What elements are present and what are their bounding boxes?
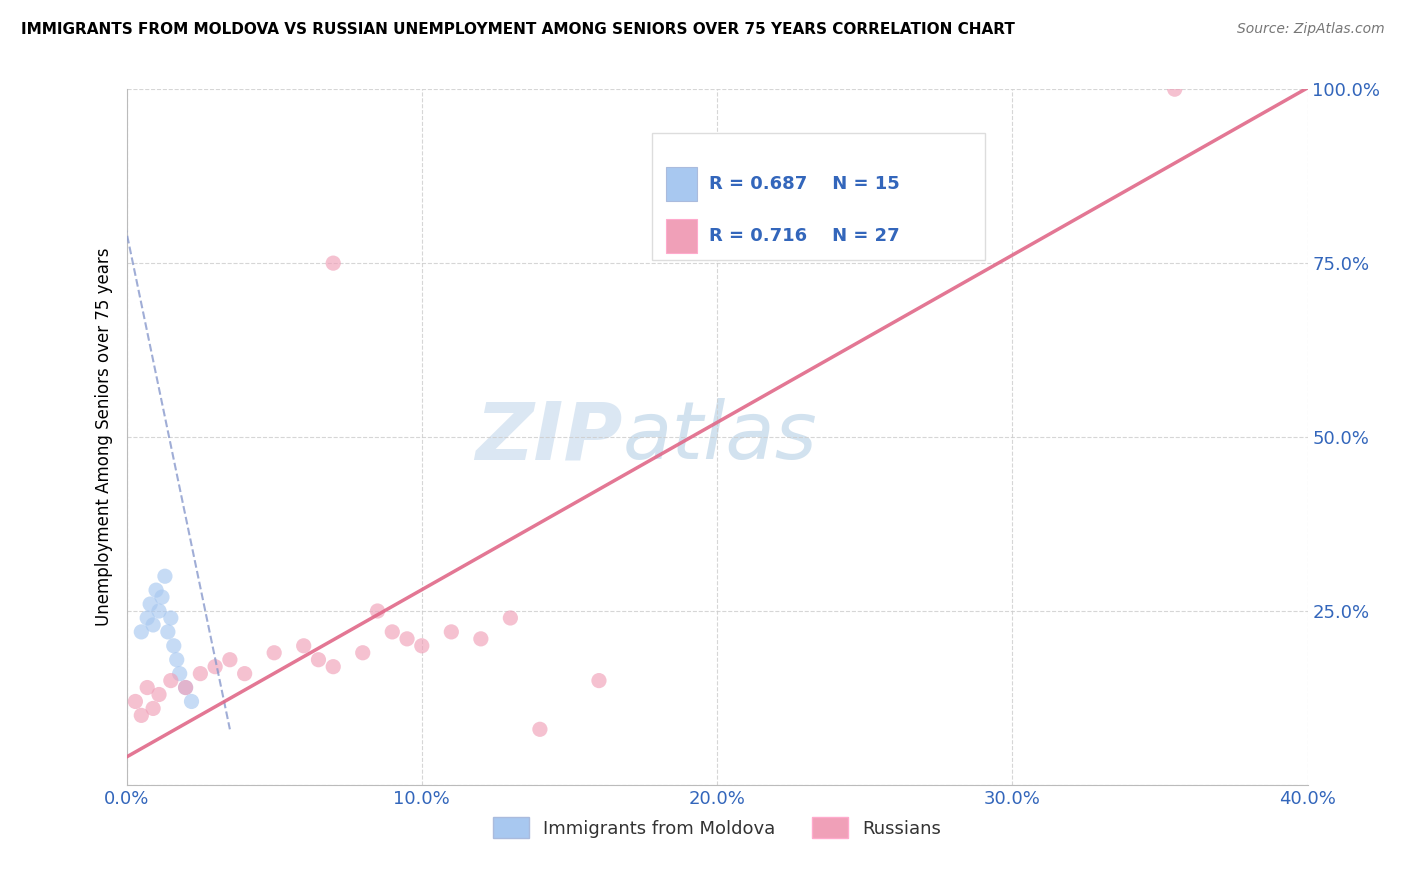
- Point: [136, 681, 159, 695]
- Point: [174, 681, 197, 695]
- Point: [180, 694, 202, 708]
- Point: [124, 694, 146, 708]
- Y-axis label: Unemployment Among Seniors over 75 years: Unemployment Among Seniors over 75 years: [94, 248, 112, 626]
- Point: [150, 590, 173, 604]
- Point: [588, 673, 610, 688]
- Point: [142, 618, 165, 632]
- Point: [145, 583, 167, 598]
- Point: [499, 611, 522, 625]
- Point: [367, 604, 389, 618]
- Point: [440, 624, 463, 639]
- Text: R = 0.687    N = 15: R = 0.687 N = 15: [709, 175, 900, 193]
- Point: [292, 639, 315, 653]
- Point: [529, 723, 551, 737]
- Point: [163, 639, 186, 653]
- Point: [148, 604, 170, 618]
- Point: [322, 256, 344, 270]
- Point: [136, 611, 159, 625]
- Point: [233, 666, 256, 681]
- Point: [160, 611, 183, 625]
- Point: [308, 653, 330, 667]
- Point: [411, 639, 433, 653]
- Point: [219, 653, 242, 667]
- Point: [352, 646, 374, 660]
- Point: [1164, 82, 1187, 96]
- Point: [470, 632, 492, 646]
- Legend: Immigrants from Moldova, Russians: Immigrants from Moldova, Russians: [485, 810, 949, 846]
- Point: [156, 624, 179, 639]
- Text: Source: ZipAtlas.com: Source: ZipAtlas.com: [1237, 22, 1385, 37]
- Point: [129, 624, 153, 639]
- Text: atlas: atlas: [623, 398, 817, 476]
- Text: R = 0.716    N = 27: R = 0.716 N = 27: [709, 227, 900, 245]
- Point: [166, 653, 188, 667]
- Text: IMMIGRANTS FROM MOLDOVA VS RUSSIAN UNEMPLOYMENT AMONG SENIORS OVER 75 YEARS CORR: IMMIGRANTS FROM MOLDOVA VS RUSSIAN UNEMP…: [21, 22, 1015, 37]
- Point: [153, 569, 176, 583]
- Point: [381, 624, 404, 639]
- Point: [322, 659, 344, 673]
- Point: [188, 666, 212, 681]
- Text: ZIP: ZIP: [475, 398, 623, 476]
- Point: [204, 659, 226, 673]
- Point: [139, 597, 162, 611]
- Point: [129, 708, 153, 723]
- Point: [174, 681, 197, 695]
- Point: [160, 673, 183, 688]
- Point: [396, 632, 419, 646]
- Point: [142, 701, 165, 715]
- Point: [148, 688, 170, 702]
- Point: [263, 646, 285, 660]
- Point: [169, 666, 191, 681]
